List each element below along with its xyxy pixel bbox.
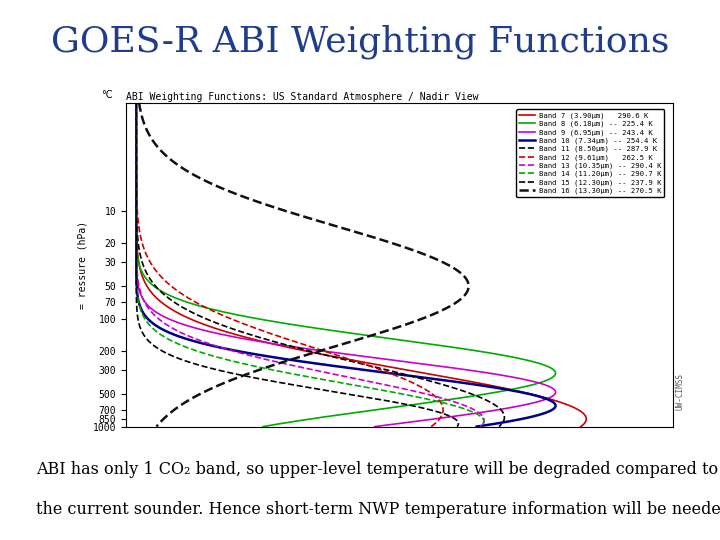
Text: GOES-R ABI Weighting Functions: GOES-R ABI Weighting Functions [51,24,669,59]
Text: UW-CIMSS: UW-CIMSS [676,373,685,410]
Legend: Band 7 (3.90μm)   290.6 K, Band 8 (6.18μm) -- 225.4 K, Band 9 (6.95μm) -- 243.4 : Band 7 (3.90μm) 290.6 K, Band 8 (6.18μm)… [516,110,664,197]
Y-axis label: = ressure (hPa): = ressure (hPa) [77,220,87,309]
Text: ABI Weighting Functions: US Standard Atmosphere / Nadir View: ABI Weighting Functions: US Standard Atm… [126,92,479,102]
Text: the current sounder. Hence short-term NWP temperature information will be needed: the current sounder. Hence short-term NW… [36,502,720,518]
Text: °C: °C [101,90,112,100]
Text: ABI has only 1 CO₂ band, so upper-level temperature will be degraded compared to: ABI has only 1 CO₂ band, so upper-level … [36,461,718,478]
